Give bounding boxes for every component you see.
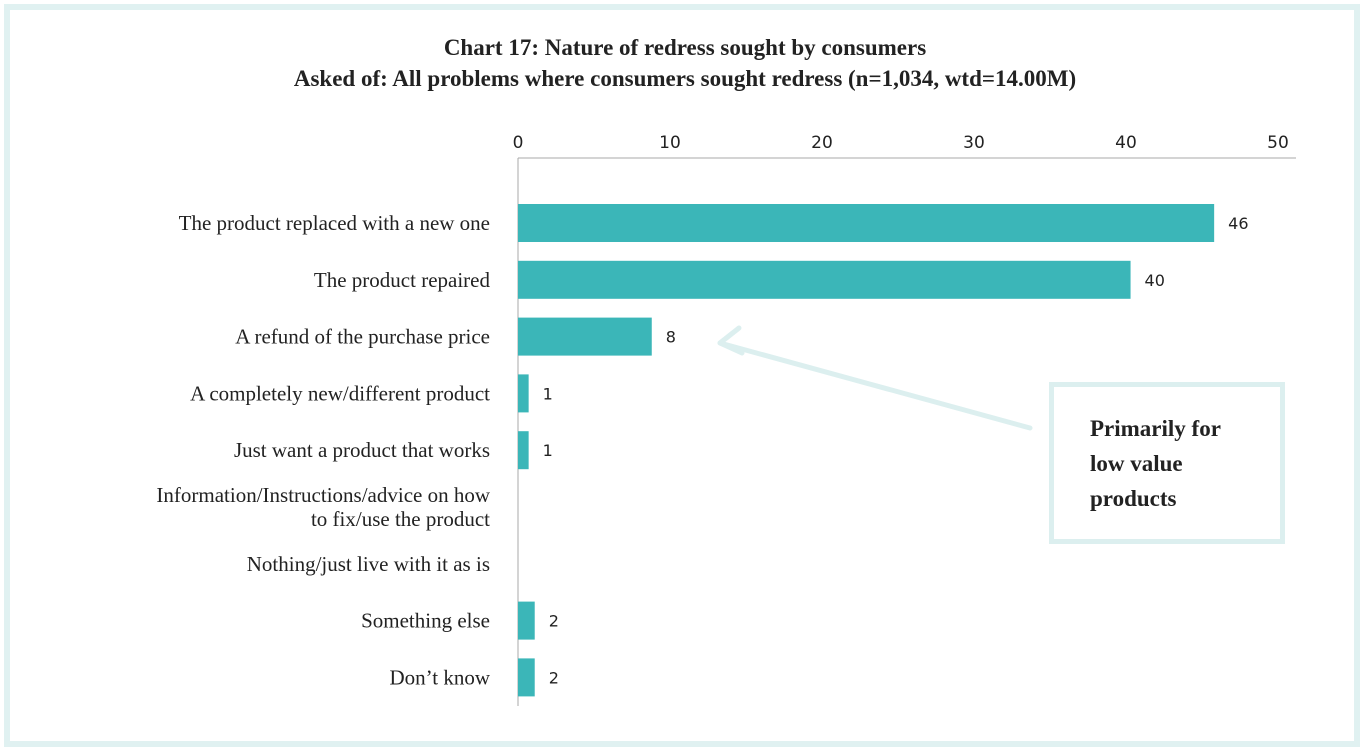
category-label: Just want a product that works <box>234 438 490 462</box>
x-tick-label: 0 <box>513 133 524 153</box>
annotation-arrow-head <box>717 325 745 356</box>
x-tick-label: 40 <box>1115 133 1137 153</box>
bar <box>518 431 529 470</box>
category-label: Something else <box>361 609 490 633</box>
value-label: 1 <box>543 384 553 403</box>
x-tick-label: 30 <box>963 133 985 153</box>
bar <box>518 658 535 697</box>
bar <box>518 204 1215 242</box>
chart-title: Chart 17: Nature of redress sought by co… <box>443 35 927 60</box>
chart-frame <box>4 4 1360 747</box>
bar <box>518 601 535 640</box>
value-label: 1 <box>543 441 553 460</box>
chart-subtitle: Asked of: All problems where consumers s… <box>293 66 1077 91</box>
x-tick-label: 20 <box>811 133 833 153</box>
category-label: A completely new/different product <box>190 381 490 405</box>
value-label: 8 <box>666 328 676 347</box>
category-label: A refund of the purchase price <box>235 325 490 349</box>
chart-title-block: Chart 17: Nature of redress sought by co… <box>0 32 1370 94</box>
annotation-arrow-shaft <box>717 340 1033 431</box>
x-tick-label: 10 <box>659 133 681 153</box>
value-label: 40 <box>1145 271 1165 290</box>
category-label: The product replaced with a new one <box>179 211 490 235</box>
bar <box>518 317 652 356</box>
bar <box>518 260 1131 299</box>
bar <box>518 374 529 413</box>
value-label: 2 <box>549 668 559 687</box>
category-label: The product repaired <box>314 268 491 292</box>
x-tick-label: 50 <box>1267 133 1289 153</box>
value-label: 46 <box>1228 214 1248 233</box>
annotation-callout: Primarily for low value products <box>1049 382 1285 544</box>
value-label: 2 <box>549 612 559 631</box>
category-label: Nothing/just live with it as is <box>247 552 490 576</box>
category-label: Don’t know <box>389 665 490 689</box>
category-label: Information/Instructions/advice on how to… <box>156 483 490 531</box>
